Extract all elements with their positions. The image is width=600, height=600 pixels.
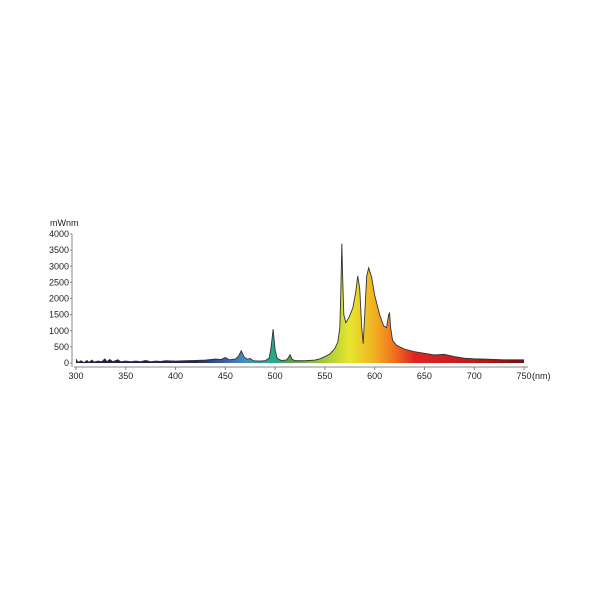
x-axis-unit: (nm) <box>532 371 551 381</box>
spectrum-line <box>75 243 524 364</box>
x-tick-label: 300 <box>68 371 83 381</box>
y-tick-label: 0 <box>64 358 69 368</box>
x-tick-label: 450 <box>218 371 233 381</box>
x-tick-label: 750 <box>516 371 531 381</box>
spectrum-area <box>76 243 524 363</box>
x-tick-label: 550 <box>317 371 332 381</box>
y-tick-label: 1000 <box>49 326 69 336</box>
y-tick-label: 2500 <box>49 277 69 287</box>
y-tick-label: 2000 <box>49 294 69 304</box>
y-tick-label: 3000 <box>49 261 69 271</box>
y-axis-label: mWnm <box>50 218 79 228</box>
y-tick-label: 1500 <box>49 310 69 320</box>
x-tick-label: 700 <box>467 371 482 381</box>
x-tick-label: 350 <box>118 371 133 381</box>
x-tick-label: 500 <box>268 371 283 381</box>
y-tick-label: 3500 <box>49 245 69 255</box>
x-tick-label: 600 <box>367 371 382 381</box>
x-tick-label: 400 <box>168 371 183 381</box>
y-tick-label: 4000 <box>49 229 69 239</box>
y-tick-label: 500 <box>54 342 69 352</box>
x-tick-label: 650 <box>417 371 432 381</box>
